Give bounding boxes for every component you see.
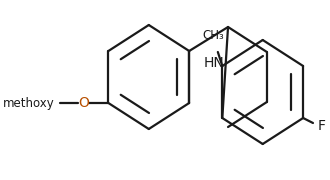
Text: O: O bbox=[78, 96, 89, 110]
Text: methoxy: methoxy bbox=[3, 96, 54, 109]
Text: HN: HN bbox=[204, 55, 225, 69]
Text: F: F bbox=[317, 119, 325, 133]
Text: CH₃: CH₃ bbox=[203, 29, 224, 42]
